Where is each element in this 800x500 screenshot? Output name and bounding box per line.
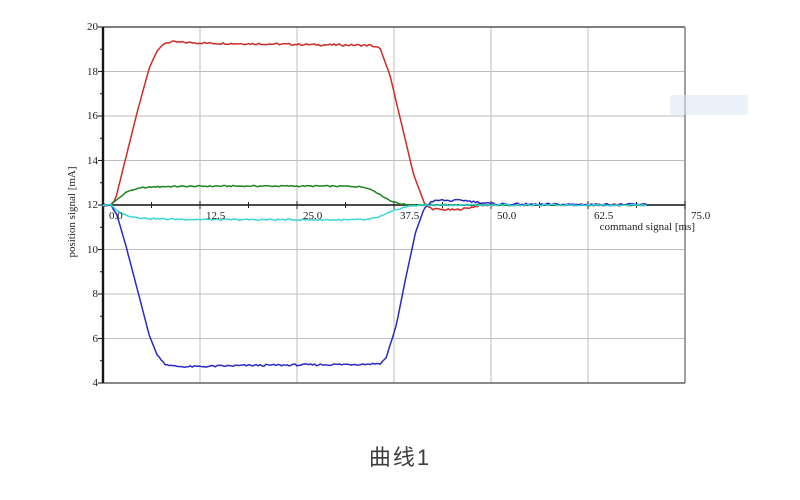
y-tick-label: 10 xyxy=(87,243,98,256)
x-tick-label: 12.5 xyxy=(206,210,226,222)
y-tick-label: 20 xyxy=(87,21,98,33)
y-tick-label: 16 xyxy=(87,110,98,122)
x-tick-label: 62.5 xyxy=(594,210,614,222)
series-cyan-trace xyxy=(102,203,647,222)
y-tick-label: 14 xyxy=(87,154,98,167)
x-tick-label: 50.0 xyxy=(497,210,517,222)
series-red-trace xyxy=(102,40,647,212)
series-green-trace xyxy=(102,184,647,207)
chart-caption: 曲线1 xyxy=(368,445,432,470)
y-tick-label: 4 xyxy=(92,377,99,389)
series-blue-trace xyxy=(102,198,647,369)
y-tick-label: 18 xyxy=(87,65,98,78)
x-tick-label: 0.0 xyxy=(109,210,123,222)
y-tick-label: 12 xyxy=(87,199,98,211)
y-tick-label: 8 xyxy=(92,288,99,300)
x-tick-label: 37.5 xyxy=(400,210,420,222)
y-tick-label: 6 xyxy=(92,332,99,345)
x-tick-label: 25.0 xyxy=(303,210,323,222)
watermark xyxy=(670,95,748,115)
x-axis-title: command signal [ms] xyxy=(599,221,695,233)
x-tick-label: 75.0 xyxy=(691,210,711,222)
